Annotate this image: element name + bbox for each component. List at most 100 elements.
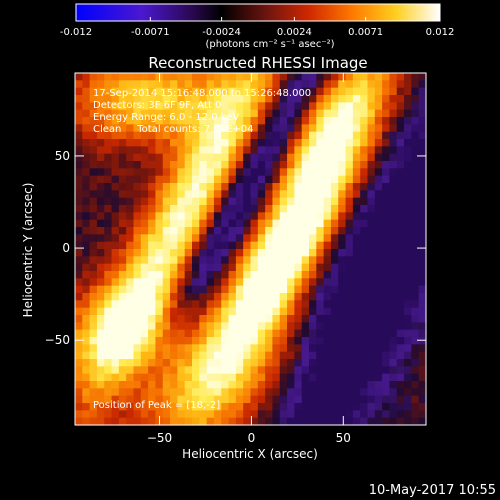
heatmap-cell: [118, 131, 127, 140]
heatmap-cell: [374, 205, 383, 213]
heatmap-cell: [213, 271, 222, 279]
heatmap-cell: [382, 322, 391, 331]
heatmap-cell: [140, 403, 149, 411]
heatmap-cell: [75, 139, 83, 147]
heatmap-cell: [352, 234, 361, 243]
heatmap-cell: [118, 403, 127, 411]
heatmap-cell: [382, 241, 391, 250]
heatmap-cell: [206, 344, 215, 353]
heatmap-cell: [250, 366, 259, 375]
heatmap-cell: [155, 395, 164, 404]
heatmap-cell: [374, 278, 383, 287]
heatmap-cell: [199, 329, 208, 338]
heatmap-cell: [389, 95, 398, 103]
heatmap-cell: [111, 381, 120, 389]
heatmap-cell: [199, 395, 208, 404]
heatmap-cell: [104, 183, 113, 191]
heatmap-cell: [389, 344, 398, 353]
heatmap-cell: [221, 241, 230, 250]
heatmap-cell: [323, 271, 332, 279]
heatmap-cell: [75, 117, 83, 125]
heatmap-cell: [213, 73, 222, 81]
heatmap-cell: [126, 337, 135, 345]
heatmap-cell: [162, 300, 171, 309]
heatmap-cell: [287, 205, 295, 213]
heatmap-cell: [155, 146, 164, 155]
heatmap-cell: [272, 80, 281, 89]
heatmap-cell: [96, 168, 105, 177]
heatmap-cell: [82, 80, 91, 89]
heatmap-cell: [301, 80, 310, 89]
heatmap-cell: [396, 403, 405, 411]
heatmap-cell: [192, 388, 200, 397]
heatmap-cell: [96, 403, 105, 411]
heatmap-cell: [126, 80, 135, 89]
heatmap-cell: [265, 315, 274, 323]
heatmap-cell: [367, 395, 376, 404]
x-tick-label: 50: [336, 431, 351, 445]
heatmap-cell: [192, 95, 200, 103]
heatmap-cell: [294, 344, 303, 353]
heatmap-cell: [250, 175, 259, 184]
heatmap-cell: [360, 212, 369, 221]
heatmap-cell: [294, 153, 303, 162]
heatmap-cell: [89, 315, 98, 323]
heatmap-cell: [323, 403, 332, 411]
heatmap-cell: [287, 95, 295, 103]
heatmap-cell: [367, 80, 376, 89]
heatmap-cell: [235, 124, 244, 133]
heatmap-cell: [330, 381, 339, 389]
heatmap-cell: [301, 161, 310, 169]
heatmap-cell: [228, 293, 237, 301]
heatmap-cell: [75, 329, 83, 338]
heatmap-cell: [133, 190, 142, 199]
heatmap-cell: [279, 241, 288, 250]
heatmap-cell: [118, 168, 127, 177]
heatmap-cell: [345, 381, 354, 389]
heatmap-cell: [111, 293, 120, 301]
heatmap-cell: [382, 271, 391, 279]
heatmap-cell: [118, 241, 127, 250]
heatmap-cell: [170, 102, 178, 111]
heatmap-cell: [309, 315, 317, 323]
heatmap-cell: [162, 190, 171, 199]
heatmap-cell: [257, 249, 266, 257]
heatmap-cell: [345, 102, 354, 111]
heatmap-cell: [228, 278, 237, 287]
heatmap-cell: [82, 300, 91, 309]
heatmap-cell: [170, 410, 178, 419]
heatmap-cell: [118, 344, 127, 353]
heatmap-cell: [177, 249, 186, 257]
heatmap-cell: [96, 395, 105, 404]
heatmap-cell: [148, 73, 157, 81]
heatmap-cell: [389, 168, 398, 177]
heatmap-cell: [162, 87, 171, 96]
heatmap-cell: [250, 344, 259, 353]
heatmap-cell: [133, 410, 142, 419]
heatmap-cell: [170, 183, 178, 191]
heatmap-cell: [155, 256, 164, 265]
heatmap-cell: [287, 139, 295, 147]
heatmap-cell: [330, 168, 339, 177]
heatmap-cell: [111, 95, 120, 103]
heatmap-cell: [257, 351, 266, 360]
heatmap-cell: [104, 219, 113, 228]
heatmap-cell: [199, 337, 208, 345]
heatmap-cell: [104, 315, 113, 323]
heatmap-cell: [367, 219, 376, 228]
heatmap-cell: [213, 256, 222, 265]
heatmap-cell: [330, 388, 339, 397]
heatmap-cell: [118, 256, 127, 265]
heatmap-cell: [199, 153, 208, 162]
heatmap-cell: [170, 197, 178, 206]
heatmap-cell: [257, 117, 266, 125]
heatmap-cell: [118, 271, 127, 279]
heatmap-cell: [382, 373, 391, 382]
heatmap-cell: [411, 249, 420, 257]
heatmap-cell: [404, 227, 412, 235]
heatmap-cell: [316, 293, 325, 301]
heatmap-cell: [228, 87, 237, 96]
heatmap-cell: [301, 344, 310, 353]
heatmap-cell: [162, 80, 171, 89]
heatmap-cell: [199, 139, 208, 147]
